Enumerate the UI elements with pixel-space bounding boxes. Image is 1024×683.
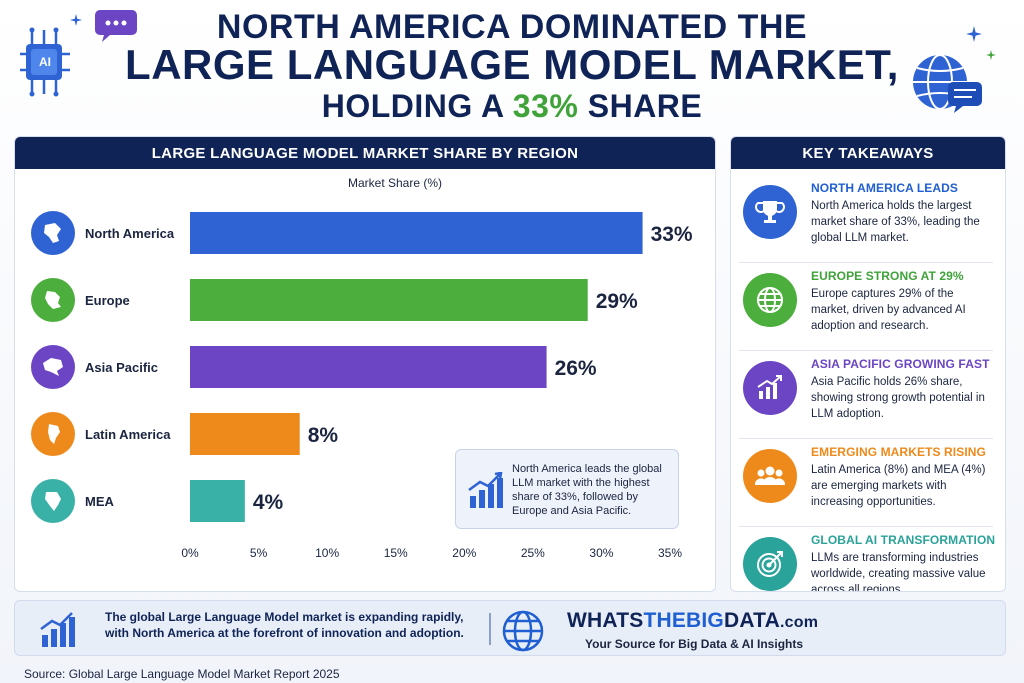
takeaway-title: NORTH AMERICA LEADS xyxy=(811,181,959,195)
bar-chart-trend-icon xyxy=(37,611,77,654)
takeaway-body: North America holds the largest market s… xyxy=(811,200,980,244)
title-suffix: SHARE xyxy=(578,88,703,124)
takeaways-title: KEY TAKEAWAYS xyxy=(731,137,1005,169)
title-prefix: HOLDING A xyxy=(321,88,513,124)
data-label: 8% xyxy=(308,424,339,447)
map-shape xyxy=(45,291,61,309)
callout-text: North America leads the global LLM marke… xyxy=(512,463,662,517)
divider xyxy=(739,350,993,351)
takeaway-body: Asia Pacific holds 26% share, showing st… xyxy=(811,376,985,420)
chat-bubble-icon xyxy=(94,8,138,44)
takeaway-asia-pacific: ASIA PACIFIC GROWING FAST Asia Pacific h… xyxy=(739,353,999,439)
brand-part: WHATS xyxy=(567,609,644,632)
x-tick-label: 25% xyxy=(521,546,545,560)
x-tick-label: 10% xyxy=(315,546,339,560)
category-label: Latin America xyxy=(85,427,171,442)
bar-chart-trend-icon xyxy=(466,471,504,515)
title-line-1: NORTH AMERICA DOMINATED THE xyxy=(216,8,808,46)
category-label: MEA xyxy=(85,494,115,509)
brand-globe-icon xyxy=(501,609,545,658)
x-tick-label: 35% xyxy=(658,546,682,560)
map-shape xyxy=(43,358,63,376)
bar-europe xyxy=(190,279,588,321)
takeaways-panel: KEY TAKEAWAYS NORTH AMERICA LEADS North … xyxy=(730,136,1006,592)
divider xyxy=(739,526,993,527)
brand-logo[interactable]: WHATSTHEBIGDATA.com xyxy=(567,609,818,633)
ai-badge-label: AI xyxy=(39,55,51,69)
takeaway-title: ASIA PACIFIC GROWING FAST xyxy=(811,357,990,371)
bar-chart: Market Share (%) North America 33% Europe 29… xyxy=(31,176,693,560)
x-tick-label: 0% xyxy=(181,546,199,560)
x-axis-label: Market Share (%) xyxy=(348,176,442,190)
takeaway-title: EMERGING MARKETS RISING xyxy=(811,445,986,459)
x-tick-label: 30% xyxy=(589,546,613,560)
title-line-2: LARGE LANGUAGE MODEL MARKET, xyxy=(125,41,899,88)
source-note: Source: Global Large Language Model Mark… xyxy=(24,667,340,681)
growth-chart-icon xyxy=(743,361,797,415)
brand-tagline: Your Source for Big Data & AI Insights xyxy=(585,637,804,651)
takeaway-body: LLMs are transforming industries worldwi… xyxy=(811,552,986,592)
sparkle-icon xyxy=(70,14,82,26)
chart-panel: LARGE LANGUAGE MODEL MARKET SHARE BY REG… xyxy=(14,136,716,592)
takeaway-title: EUROPE STRONG AT 29% xyxy=(811,269,964,283)
target-icon xyxy=(743,537,797,591)
divider xyxy=(739,262,993,263)
bar-north-america xyxy=(190,212,643,254)
takeaway-global-ai: GLOBAL AI TRANSFORMATION LLMs are transf… xyxy=(739,529,999,592)
bar-latin-america xyxy=(190,413,300,455)
title-line-3: HOLDING A 33% SHARE xyxy=(0,90,1024,122)
title-accent-share: 33% xyxy=(512,88,579,124)
takeaway-body: Europe captures 29% of the market, drive… xyxy=(811,288,966,332)
category-label: Asia Pacific xyxy=(85,360,158,375)
takeaway-emerging-markets: EMERGING MARKETS RISING Latin America (8… xyxy=(739,441,999,527)
map-shape xyxy=(48,424,60,444)
bar-asia-pacific xyxy=(190,346,547,388)
people-group-icon xyxy=(743,449,797,503)
data-label: 29% xyxy=(596,290,638,313)
chart-callout: North America leads the global LLM marke… xyxy=(455,449,679,529)
globe-chat-icon xyxy=(910,52,986,114)
brand-part: DATA xyxy=(723,609,780,632)
map-shape xyxy=(44,223,61,243)
data-label: 4% xyxy=(253,491,284,514)
globe-icon xyxy=(743,273,797,327)
takeaway-north-america: NORTH AMERICA LEADS North America holds … xyxy=(739,177,999,263)
footer-banner: The global Large Language Model market i… xyxy=(14,600,1006,656)
brand-domain: .com xyxy=(780,614,819,631)
sparkle-icon xyxy=(986,50,996,60)
takeaway-europe: EUROPE STRONG AT 29% Europe captures 29%… xyxy=(739,265,999,351)
takeaway-title: GLOBAL AI TRANSFORMATION xyxy=(811,533,996,547)
x-tick-label: 20% xyxy=(452,546,476,560)
chart-panel-title: LARGE LANGUAGE MODEL MARKET SHARE BY REG… xyxy=(15,137,715,169)
x-tick-label: 5% xyxy=(250,546,268,560)
category-label: Europe xyxy=(85,293,130,308)
footer-summary: The global Large Language Model market i… xyxy=(105,610,464,640)
map-shape xyxy=(45,492,61,511)
data-label: 33% xyxy=(651,223,693,246)
x-tick-label: 15% xyxy=(384,546,408,560)
data-label: 26% xyxy=(555,357,597,380)
brand-part: THEBIG xyxy=(643,609,724,632)
sparkle-icon xyxy=(966,26,982,42)
bar-mea xyxy=(190,480,245,522)
divider xyxy=(739,438,993,439)
footer-divider xyxy=(489,613,491,645)
takeaway-body: Latin America (8%) and MEA (4%) are emer… xyxy=(811,464,986,508)
header: AI xyxy=(0,0,1024,130)
category-label: North America xyxy=(85,226,175,241)
trophy-icon xyxy=(743,185,797,239)
ai-chip-icon xyxy=(18,22,88,102)
